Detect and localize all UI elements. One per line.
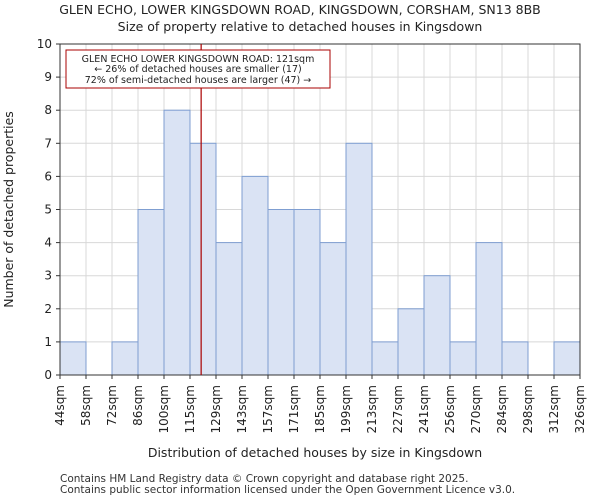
x-tick-label-58sqm: 58sqm xyxy=(79,385,93,426)
bar-185sqm xyxy=(319,242,347,376)
x-tick-label-86sqm: 86sqm xyxy=(131,385,145,426)
bar-100sqm xyxy=(163,109,191,376)
footer-line-2: Contains public sector information licen… xyxy=(60,484,516,496)
y-tick-label-6: 6 xyxy=(44,169,52,183)
bar-213sqm xyxy=(371,341,399,376)
bar-129sqm xyxy=(215,242,243,376)
annotation-box: GLEN ECHO LOWER KINGSDOWN ROAD: 121sqm ←… xyxy=(65,49,331,89)
annotation-line-1: GLEN ECHO LOWER KINGSDOWN ROAD: 121sqm xyxy=(82,54,315,65)
x-tick-label-44sqm: 44sqm xyxy=(53,385,67,426)
x-tick-labels: 44sqm 58sqm 72sqm 86sqm 100sqm 115sqm 129sqm 14… xyxy=(53,385,587,433)
x-tick-label-157sqm: 157sqm xyxy=(261,385,275,433)
bar-312sqm xyxy=(553,341,581,376)
x-axis-label: Distribution of detached houses by size … xyxy=(148,445,482,460)
y-tick-labels: 0 1 2 3 4 5 6 7 8 9 10 xyxy=(37,37,52,382)
x-tick-label-143sqm: 143sqm xyxy=(235,385,249,433)
x-tick-label-312sqm: 312sqm xyxy=(547,385,561,433)
x-tick-label-185sqm: 185sqm xyxy=(313,385,327,433)
annotation-line-2: ← 26% of detached houses are smaller (17… xyxy=(94,64,301,75)
y-tick-label-2: 2 xyxy=(44,302,52,316)
bar-86sqm xyxy=(137,209,165,376)
bars xyxy=(59,109,581,376)
axes xyxy=(56,43,581,379)
y-tick-label-3: 3 xyxy=(44,269,52,283)
x-tick-label-227sqm: 227sqm xyxy=(391,385,405,433)
x-tick-label-256sqm: 256sqm xyxy=(443,385,457,433)
x-tick-label-270sqm: 270sqm xyxy=(469,385,483,433)
bar-chart: 0 1 2 3 4 5 6 7 8 9 10 44sqm 58sqm 72sqm 86sqm 100sqm 1… xyxy=(1,37,587,460)
x-tick-label-100sqm: 100sqm xyxy=(157,385,171,433)
bar-171sqm xyxy=(293,209,321,376)
x-tick-label-284sqm: 284sqm xyxy=(495,385,509,433)
y-tick-label-7: 7 xyxy=(44,136,52,150)
y-tick-label-4: 4 xyxy=(44,236,52,250)
chart-subtitle: Size of property relative to detached ho… xyxy=(117,19,483,34)
y-tick-label-5: 5 xyxy=(44,203,52,217)
x-tick-label-199sqm: 199sqm xyxy=(339,385,353,433)
bar-270sqm xyxy=(475,242,503,376)
x-tick-label-115sqm: 115sqm xyxy=(183,385,197,433)
bar-199sqm xyxy=(345,142,373,376)
bar-115sqm xyxy=(189,142,217,376)
x-tick-label-241sqm: 241sqm xyxy=(417,385,431,433)
y-axis-label: Number of detached properties xyxy=(1,111,16,308)
x-tick-label-129sqm: 129sqm xyxy=(209,385,223,433)
x-tick-label-213sqm: 213sqm xyxy=(365,385,379,433)
chart-title: GLEN ECHO, LOWER KINGSDOWN ROAD, KINGSDO… xyxy=(59,2,541,17)
bar-143sqm xyxy=(241,175,269,376)
bar-284sqm xyxy=(501,341,529,376)
y-tick-label-9: 9 xyxy=(44,70,52,84)
x-tick-label-326sqm: 326sqm xyxy=(573,385,587,433)
x-tick-label-298sqm: 298sqm xyxy=(521,385,535,433)
y-tick-label-0: 0 xyxy=(44,368,52,382)
bar-256sqm xyxy=(449,341,477,376)
y-tick-label-10: 10 xyxy=(37,37,52,51)
bar-157sqm xyxy=(267,209,295,376)
y-tick-label-8: 8 xyxy=(44,103,52,117)
annotation-frame xyxy=(65,49,331,89)
bar-72sqm xyxy=(111,341,139,376)
x-tick-label-72sqm: 72sqm xyxy=(105,385,119,426)
x-tick-label-171sqm: 171sqm xyxy=(287,385,301,433)
annotation-line-3: 72% of semi-detached houses are larger (… xyxy=(85,75,312,86)
bar-227sqm xyxy=(397,308,425,376)
bar-44sqm xyxy=(59,341,87,376)
bar-241sqm xyxy=(423,275,451,376)
y-tick-label-1: 1 xyxy=(44,335,52,349)
footer-line-1: Contains HM Land Registry data © Crown c… xyxy=(60,473,469,485)
